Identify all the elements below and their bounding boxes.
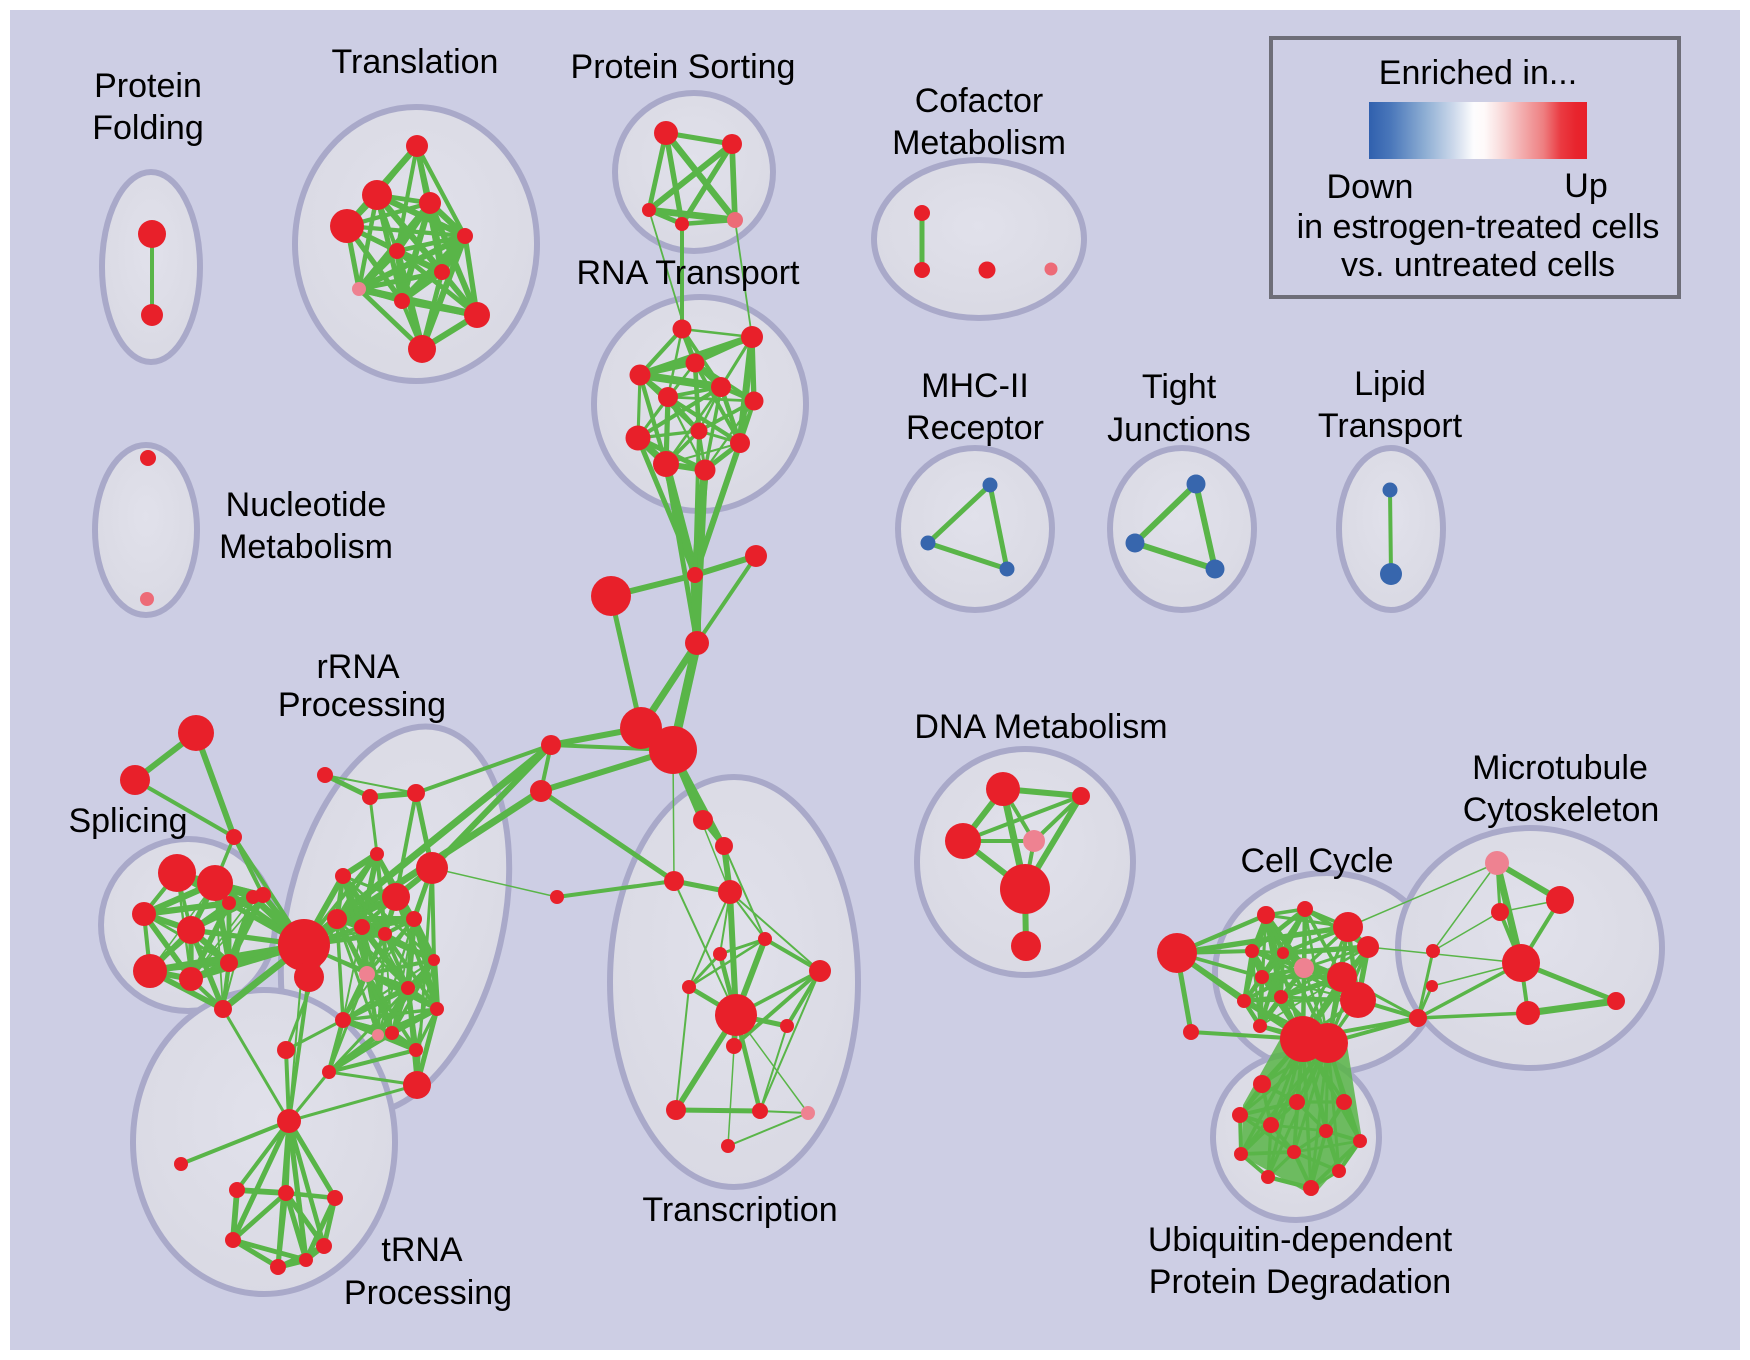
svg-text:Cofactor: Cofactor (915, 82, 1044, 120)
svg-text:Up: Up (1564, 167, 1607, 205)
svg-text:tRNA: tRNA (381, 1231, 463, 1269)
svg-text:Protein Sorting: Protein Sorting (571, 48, 796, 86)
svg-text:Splicing: Splicing (68, 802, 187, 840)
svg-text:Down: Down (1327, 168, 1414, 206)
svg-text:rRNA: rRNA (316, 648, 399, 686)
svg-text:MHC-II: MHC-II (921, 367, 1029, 405)
svg-text:Junctions: Junctions (1107, 411, 1251, 449)
svg-text:RNA Transport: RNA Transport (577, 254, 801, 292)
svg-text:Protein: Protein (94, 67, 202, 105)
svg-text:Enriched in...: Enriched in... (1379, 54, 1577, 92)
svg-text:Ubiquitin-dependent: Ubiquitin-dependent (1148, 1221, 1453, 1259)
svg-text:Transcription: Transcription (642, 1191, 837, 1229)
svg-text:Lipid: Lipid (1354, 365, 1426, 403)
svg-text:Cytoskeleton: Cytoskeleton (1463, 791, 1660, 829)
svg-text:Receptor: Receptor (906, 409, 1044, 447)
svg-text:Protein Degradation: Protein Degradation (1149, 1263, 1451, 1301)
svg-text:Nucleotide: Nucleotide (226, 486, 387, 524)
svg-text:Tight: Tight (1142, 368, 1217, 406)
svg-text:Processing: Processing (278, 686, 446, 724)
svg-text:Microtubule: Microtubule (1472, 749, 1648, 787)
svg-text:Translation: Translation (332, 43, 499, 81)
svg-text:Processing: Processing (344, 1274, 512, 1312)
svg-text:Cell Cycle: Cell Cycle (1240, 842, 1393, 880)
svg-text:vs. untreated cells: vs. untreated cells (1341, 246, 1615, 284)
svg-text:Folding: Folding (92, 109, 204, 147)
svg-text:in estrogen-treated cells: in estrogen-treated cells (1297, 208, 1660, 246)
svg-text:Metabolism: Metabolism (219, 528, 393, 566)
svg-text:DNA Metabolism: DNA Metabolism (914, 708, 1167, 746)
svg-text:Metabolism: Metabolism (892, 124, 1066, 162)
svg-text:Transport: Transport (1318, 407, 1463, 445)
